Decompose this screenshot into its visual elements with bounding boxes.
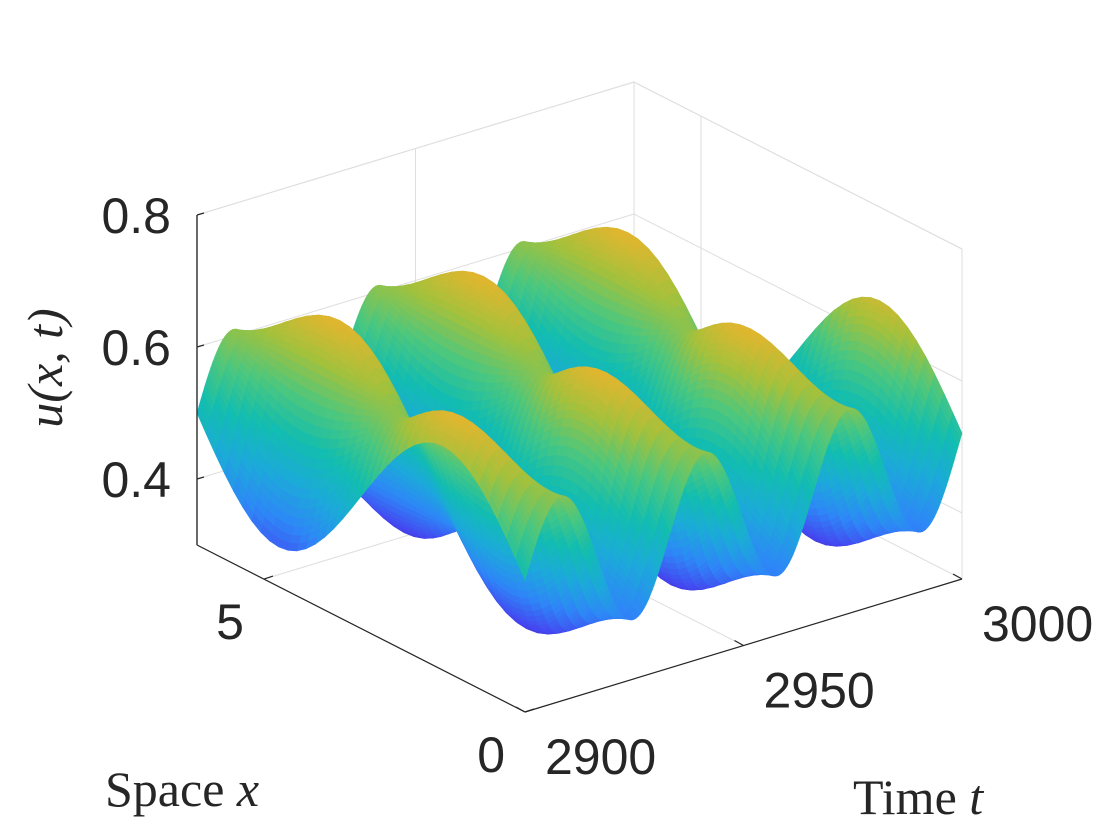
surface-plot [196, 226, 963, 635]
z-grid-line [633, 81, 963, 250]
